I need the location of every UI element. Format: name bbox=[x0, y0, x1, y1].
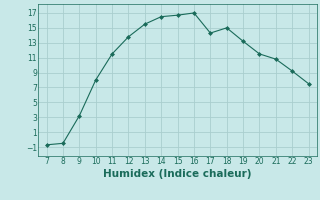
X-axis label: Humidex (Indice chaleur): Humidex (Indice chaleur) bbox=[103, 169, 252, 179]
